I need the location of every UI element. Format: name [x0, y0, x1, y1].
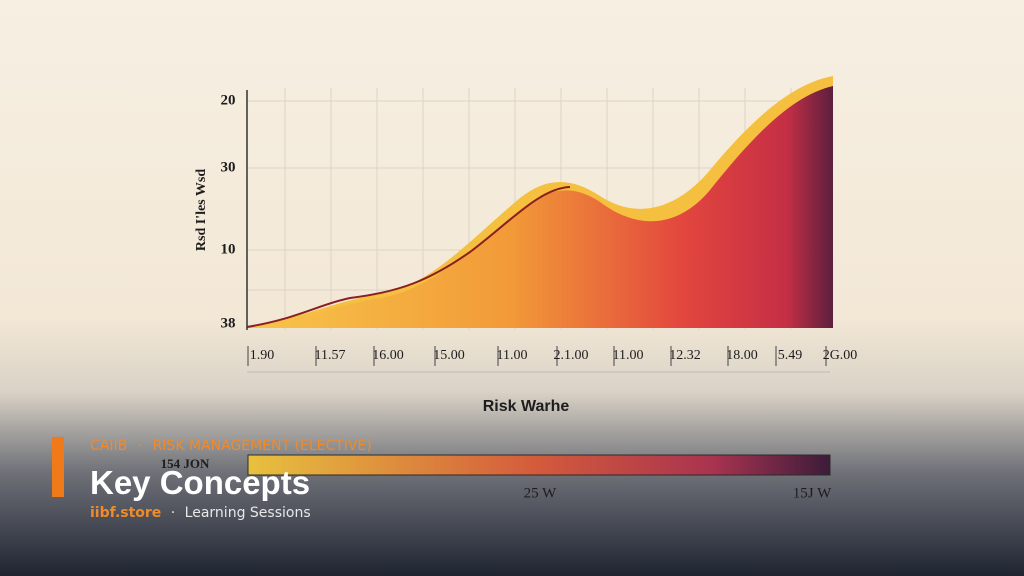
- legend-label: 154 JON: [161, 456, 210, 471]
- legend-bar: [247, 454, 831, 476]
- course-line: CAIIB · RISK MANAGEMENT (ELECTIVE): [90, 438, 372, 454]
- x-tick-label: 11.57: [315, 348, 346, 363]
- y-tick-label: 10: [221, 241, 236, 257]
- x-tick-label: 5.49: [778, 348, 803, 363]
- course: CAIIB: [90, 438, 128, 454]
- tagline: Learning Sessions: [184, 505, 311, 521]
- legend-label: 15J W: [793, 485, 832, 501]
- site: iibf.store: [90, 505, 162, 521]
- separator: ·: [137, 438, 143, 454]
- separator: ·: [170, 505, 176, 521]
- x-tick-label: 12.32: [669, 348, 701, 363]
- x-tick-label: 2G.00: [823, 348, 858, 363]
- x-tick-label: 11.00: [497, 348, 528, 363]
- x-tick-label: 16.00: [372, 348, 404, 363]
- x-tick-label: 11.00: [613, 348, 644, 363]
- y-tick-label: 38: [221, 315, 236, 331]
- x-tick-label: 1.90: [250, 348, 275, 363]
- y-tick-label: 30: [221, 159, 236, 175]
- x-tick-label: 15.00: [433, 348, 465, 363]
- subject: RISK MANAGEMENT (ELECTIVE): [152, 438, 372, 454]
- site-line: iibf.store · Learning Sessions: [90, 505, 311, 521]
- trend-line: [246, 186, 571, 328]
- y-tick-label: 20: [221, 92, 236, 108]
- accent-bar: [52, 437, 64, 497]
- legend-label: 25 W: [524, 485, 557, 501]
- x-tick-label: 2.1.00: [554, 348, 589, 363]
- title: Key Concepts: [90, 464, 311, 501]
- x-axis-title: Risk Warhe: [483, 398, 570, 415]
- area: [247, 86, 833, 328]
- x-tick-label: 18.00: [726, 348, 758, 363]
- y-axis-title: Rsd I'les Wsd: [194, 169, 209, 251]
